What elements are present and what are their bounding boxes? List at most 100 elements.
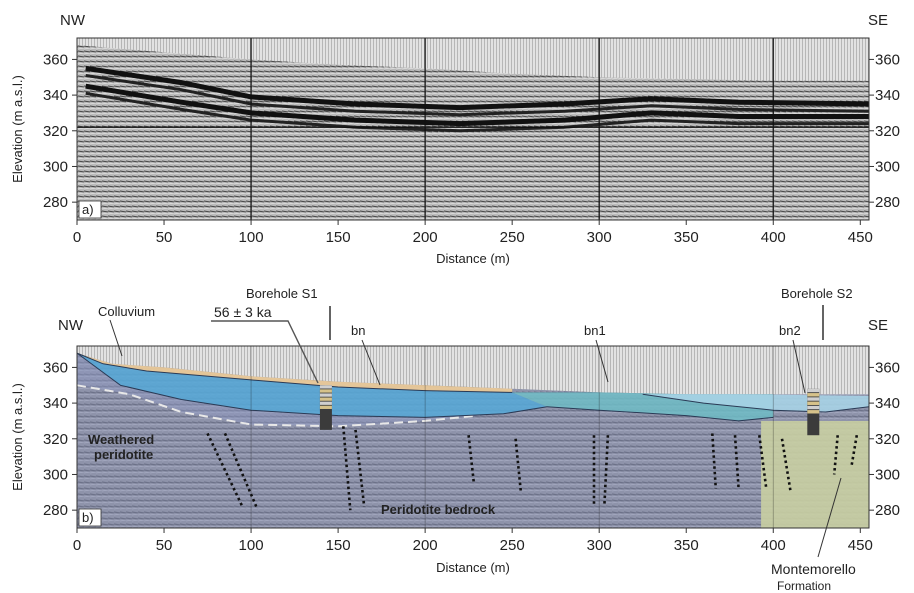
a-ytick-right-label: 340 [875,87,900,104]
reflector-band [85,91,869,133]
b-xtick-label: 150 [326,537,351,554]
fault-line [603,435,610,505]
reflector-band [85,74,870,117]
a-ytick-label: 320 [43,123,68,140]
a-xtick-label: 150 [326,229,351,246]
a-ytick-right-label: 320 [875,123,900,140]
borehole-layer [807,393,820,397]
fault-line [758,435,768,489]
a-xtick-label: 300 [587,229,612,246]
boreholes [319,385,820,436]
formation-label-1: Montemorello [771,561,856,577]
panel-a-tag: a) [82,202,94,217]
b-ytick-label: 320 [43,431,68,448]
a-xtick-label: 400 [761,229,786,246]
borehole-layer [319,385,332,389]
a-ytick-right-label: 300 [875,158,900,175]
panel-b-xlabel: Distance (m) [436,560,510,575]
faults [206,426,859,511]
panel-b-axes: 0 50 100 150 200 250 300 350 400 450 280 300 320 340 3… [43,359,900,554]
b-xtick-label: 0 [73,537,81,554]
age-label: 56 ± 3 ka [214,304,272,320]
borehole-layer [807,405,820,410]
a-ytick-label: 300 [43,158,68,175]
fault-line [206,432,244,508]
unit-boundary-line [76,352,513,393]
borehole-layer [807,388,820,393]
panel-a-tag-box [78,200,102,219]
panel-b-tag-box [78,508,102,527]
b-xtick-label: 400 [761,537,786,554]
b-ytick-right-label: 360 [875,359,900,376]
panel-a-grid [77,38,869,220]
bn-label: bn [351,323,365,338]
b-ytick-right-label: 300 [875,466,900,483]
bn2-leader [792,339,806,394]
weathered-peridotite-unit [77,353,547,427]
b-xtick-label: 300 [587,537,612,554]
fault-line [514,438,523,493]
panel-b-grid [250,346,774,528]
fault-line [832,435,839,475]
borehole-layer [319,397,332,401]
unit-boundary-line [76,352,548,418]
a-xtick-label: 0 [73,229,81,246]
b-ytick-right-label: 320 [875,431,900,448]
panel-a-reflectors [85,65,870,133]
formation-label-2: Formation [777,579,831,593]
panel-b-frame [76,345,870,529]
weathered-label-1: Weathered [88,432,154,447]
borehole-layer [807,401,820,405]
a-ytick-label: 340 [43,87,68,104]
b-ytick-right-label: 340 [875,395,900,412]
panel-b-corner-left: NW [58,317,84,334]
a-xtick-label: 350 [674,229,699,246]
panel-a: 0 50 100 150 200 250 300 350 400 450 280 300 320 340 3… [10,12,900,266]
bn2-label: bn2 [779,323,801,338]
borehole-layer [807,410,820,414]
panel-a-corner-left: NW [60,12,86,29]
borehole-layer [807,397,820,401]
bn1-label: bn1 [584,323,606,338]
borehole-layer [319,405,332,409]
panel-a-radargram [77,45,869,220]
a-xtick-label: 450 [848,229,873,246]
b-ytick-right-label: 280 [875,502,900,519]
a-xtick-label: 250 [500,229,525,246]
panel-a-xlabel: Distance (m) [436,251,510,266]
montemorello-formation-unit [761,420,869,528]
borehole-s2-label: Borehole S2 [781,286,853,301]
a-xtick-label: 200 [413,229,438,246]
panel-b-ylabel: Elevation (m a.s.l.) [10,383,25,491]
a-xtick-label: 50 [156,229,173,246]
b-xtick-label: 450 [848,537,873,554]
fault-line [354,429,366,507]
colluvium-label: Colluvium [98,304,155,319]
fault-line [711,433,718,489]
panel-b-tag: b) [82,510,94,525]
b-xtick-label: 350 [674,537,699,554]
bn-leader [361,339,381,386]
a-ytick-right-label: 280 [875,194,900,211]
b-ytick-label: 280 [43,502,68,519]
a-xtick-label: 100 [239,229,264,246]
weathered-base-line [76,384,478,428]
bedrock-label: Peridotite bedrock [381,502,496,517]
panel-a-axes: 0 50 100 150 200 250 300 350 400 450 280 300 320 340 3… [43,51,900,246]
age-leader [211,320,319,384]
fault-line [780,438,792,493]
b-ytick-label: 340 [43,395,68,412]
colluvium-unit [77,353,513,393]
borehole-layer [319,401,332,405]
b-xtick-label: 250 [500,537,525,554]
panel-b-corner-right: SE [868,317,888,334]
borehole-layer [319,389,332,393]
unit-boundaries [76,352,870,422]
b-xtick-label: 100 [239,537,264,554]
borehole-s1-label: Borehole S1 [246,286,318,301]
weathered-label-2: peridotite [94,447,153,462]
colluvium-leader [109,319,123,357]
unit-boundary-line [546,406,774,422]
unit-boundary-line [642,393,870,413]
